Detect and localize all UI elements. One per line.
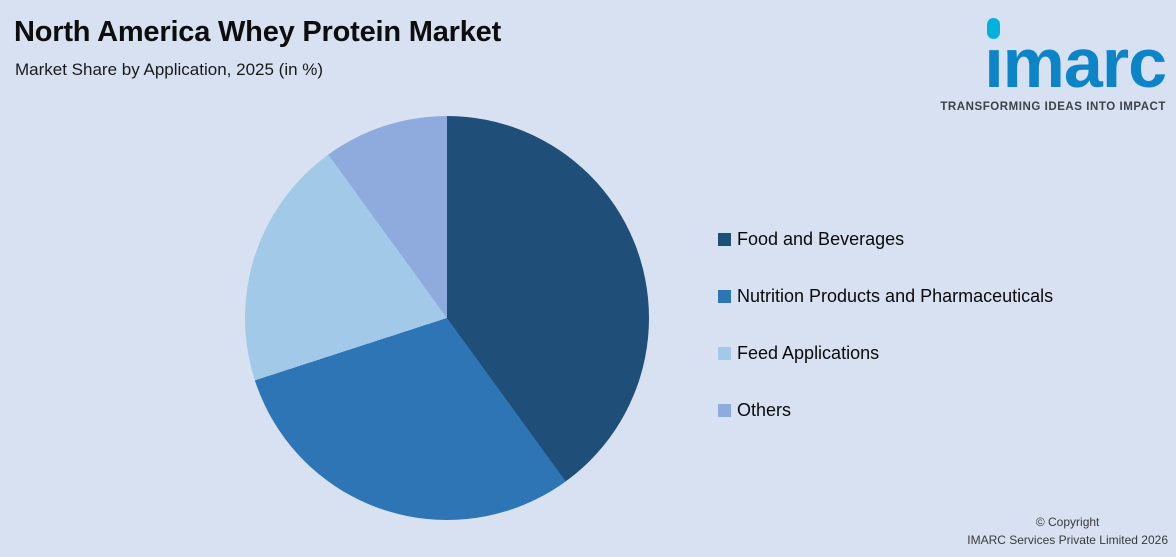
legend-item: Others	[718, 399, 1053, 421]
copyright-notice: © Copyright IMARC Services Private Limit…	[967, 513, 1168, 549]
pie-chart	[245, 116, 649, 520]
logo-wordmark-wrap: ımarc	[984, 14, 1167, 102]
chart-subtitle: Market Share by Application, 2025 (in %)	[15, 60, 324, 79]
copyright-line1: © Copyright	[1035, 515, 1100, 529]
logo-wordmark: ımarc	[984, 24, 1167, 102]
legend-label: Food and Beverages	[737, 228, 905, 249]
legend-label: Others	[737, 399, 792, 420]
legend-item: Nutrition Products and Pharmaceuticals	[718, 285, 1053, 307]
chart-title: North America Whey Protein Market	[14, 16, 502, 48]
legend-marker	[718, 346, 731, 360]
legend-item: Feed Applications	[718, 342, 1053, 364]
legend-item: Food and Beverages	[718, 228, 1053, 250]
legend-label: Nutrition Products and Pharmaceuticals	[737, 285, 1054, 306]
legend-marker	[718, 403, 731, 417]
chart-legend: Food and Beverages Nutrition Products an…	[718, 228, 1053, 421]
logo-tagline: TRANSFORMING IDEAS INTO IMPACT	[940, 101, 1166, 113]
legend-label: Feed Applications	[737, 342, 880, 363]
copyright-line2: IMARC Services Private Limited 2026	[967, 533, 1168, 547]
legend-marker	[718, 232, 731, 246]
legend-marker	[718, 289, 731, 303]
logo-dot-icon	[987, 18, 1001, 39]
imarc-logo: ımarc TRANSFORMING IDEAS INTO IMPACT	[940, 14, 1167, 113]
